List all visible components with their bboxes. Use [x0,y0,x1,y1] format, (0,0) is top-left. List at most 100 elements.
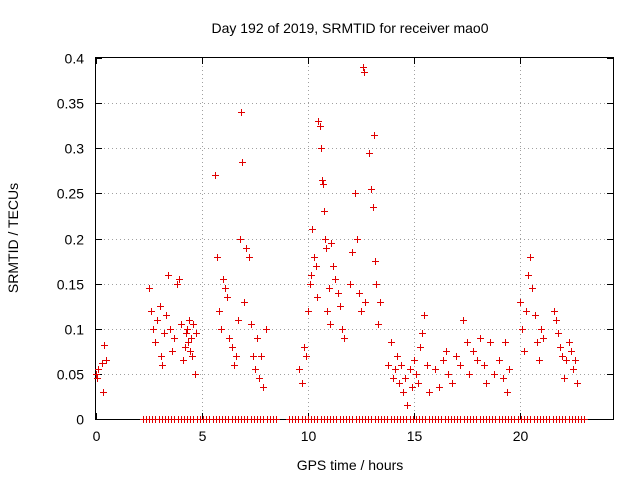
data-point [332,276,339,283]
data-point [377,299,384,306]
data-point [188,335,195,342]
data-point [307,281,314,288]
data-point [356,290,363,297]
data-point [388,339,395,346]
data-point [178,321,185,328]
data-point [319,177,326,184]
data-point [417,344,424,351]
data-point [250,353,257,360]
data-point [457,362,464,369]
data-point [426,389,433,396]
y-tick-label: 0.05 [57,367,84,383]
data-point [94,375,101,382]
data-point [466,371,473,378]
data-point [536,357,543,364]
data-point [243,245,250,252]
data-point [328,240,335,247]
data-point [169,348,176,355]
data-point [504,389,511,396]
data-point [483,380,490,387]
data-point [224,294,231,301]
data-point [322,236,329,243]
data-point [460,317,467,324]
data-point [150,326,157,333]
data-point [220,276,227,283]
data-point [171,335,178,342]
data-point [396,380,403,387]
data-point [193,330,200,337]
data-point [305,308,312,315]
y-tick-label: 0.4 [65,51,85,67]
data-point [216,308,223,315]
data-point [299,380,306,387]
data-point [491,371,498,378]
y-tick-label: 0.1 [65,322,85,338]
data-point [189,353,196,360]
data-point [529,285,536,292]
data-point [540,335,547,342]
data-point [400,389,407,396]
data-point [561,375,568,382]
data-point [570,366,577,373]
x-tick-label: 0 [93,428,101,444]
data-point [163,312,170,319]
data-point [373,281,380,288]
data-point [349,249,356,256]
data-point [93,371,100,378]
data-point [321,208,328,215]
data-point [101,342,108,349]
data-point [324,308,331,315]
data-point [165,272,172,279]
data-point [148,308,155,315]
data-point [327,321,334,328]
data-point [370,204,377,211]
data-point [361,69,368,76]
data-point [174,281,181,288]
data-point [445,371,452,378]
data-point [551,308,558,315]
data-point [477,335,484,342]
data-point [409,384,416,391]
y-tick-label: 0 [76,412,84,428]
data-point [371,132,378,139]
data-point [496,357,503,364]
data-point [347,281,354,288]
data-point [394,353,401,360]
data-point [212,172,219,179]
axis-ticks: 0 5 10 15 20 0 0.05 0.1 0.15 0.2 0.25 0.3 0.35 0.4 [57,51,613,444]
data-point [167,326,174,333]
data-point [237,236,244,243]
data-point [323,245,330,252]
data-point [436,384,443,391]
data-point [183,330,190,337]
data-point [559,353,566,360]
data-point [182,344,189,351]
data-point [308,272,315,279]
data-point [557,344,564,351]
x-axis-label: GPS time / hours [297,457,404,473]
data-point [326,285,333,292]
data-point [413,371,420,378]
data-point [335,290,342,297]
data-point [341,335,348,342]
chart-title: Day 192 of 2019, SRMTID for receiver mao… [211,20,488,36]
data-point [563,357,570,364]
data-point [566,339,573,346]
data-point [320,181,327,188]
data-point [152,339,159,346]
data-point [99,360,106,367]
data-point [235,317,242,324]
data-point [157,303,164,310]
data-point [184,326,191,333]
data-point [521,348,528,355]
data-point [176,276,183,283]
data-point [330,263,337,270]
data-point [372,258,379,265]
x-tick-label: 20 [513,428,529,444]
data-point [187,348,194,355]
data-point [158,353,165,360]
y-tick-label: 0.25 [57,186,84,202]
data-point [256,375,263,382]
data-point [258,353,265,360]
